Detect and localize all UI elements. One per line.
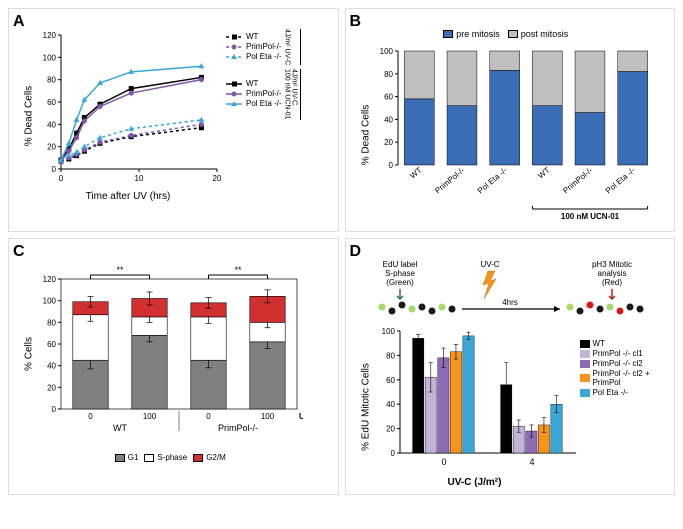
legend-item: PrimPol -/- cl2 bbox=[580, 359, 669, 368]
legend-item: PrimPol-/- bbox=[225, 89, 282, 98]
legend-item: Pol Eta -/- bbox=[580, 388, 669, 397]
svg-text:100: 100 bbox=[43, 297, 57, 306]
svg-text:40: 40 bbox=[386, 400, 395, 409]
panel-d-legend: WTPrimPol -/- cl1PrimPol -/- cl2PrimPol … bbox=[580, 339, 669, 488]
svg-text:**: ** bbox=[234, 265, 242, 275]
panel-a-ylabel: % Dead Cells bbox=[24, 85, 35, 146]
svg-text:80: 80 bbox=[47, 76, 56, 85]
panel-a-legend: WTPrimPol-/-Pol Eta -/-4J/m² UV-CWTPrimP… bbox=[225, 29, 301, 202]
svg-text:WT: WT bbox=[408, 166, 423, 181]
svg-text:0: 0 bbox=[59, 174, 64, 183]
legend-item: pre mitosis bbox=[443, 29, 500, 39]
legend-item: G1 bbox=[115, 453, 139, 462]
panel-b-label: B bbox=[350, 13, 362, 31]
svg-text:40: 40 bbox=[47, 362, 56, 371]
svg-text:20: 20 bbox=[386, 425, 395, 434]
svg-text:40: 40 bbox=[384, 115, 393, 124]
svg-text:S-phase: S-phase bbox=[385, 269, 415, 278]
svg-text:UCN-01 (nM): UCN-01 (nM) bbox=[299, 412, 303, 421]
svg-text:0: 0 bbox=[88, 412, 93, 421]
svg-text:10: 10 bbox=[135, 174, 144, 183]
panel-a-label: A bbox=[13, 13, 25, 31]
legend-item: Pol Eta -/- bbox=[225, 52, 282, 61]
svg-text:60: 60 bbox=[47, 340, 56, 349]
svg-text:60: 60 bbox=[384, 93, 393, 102]
panel-c: C % Cells 0 20 40 60 80 100 120 0 100 0 100 ** ** WT P… bbox=[8, 238, 339, 495]
svg-text:4hrs: 4hrs bbox=[502, 298, 518, 307]
svg-text:80: 80 bbox=[386, 351, 395, 360]
legend-item: WT bbox=[225, 79, 282, 88]
panel-d-schematic: EdU labelS-phase(Green) pH3 Mitoticanalys… bbox=[370, 259, 669, 321]
svg-text:100: 100 bbox=[43, 53, 57, 62]
svg-text:60: 60 bbox=[47, 98, 56, 107]
svg-text:**: ** bbox=[116, 265, 124, 275]
svg-text:100: 100 bbox=[381, 327, 395, 336]
svg-text:80: 80 bbox=[47, 318, 56, 327]
svg-text:WT: WT bbox=[113, 423, 127, 433]
svg-text:100: 100 bbox=[143, 412, 157, 421]
svg-text:EdU label: EdU label bbox=[382, 260, 417, 269]
panel-d-xlabel: UV-C (J/m²) bbox=[370, 477, 580, 488]
svg-text:PrimPol-/-: PrimPol-/- bbox=[433, 165, 466, 195]
svg-text:80: 80 bbox=[384, 70, 393, 79]
legend-item: PrimPol -/- cl2 + PrimPol bbox=[580, 369, 669, 387]
legend-item: PrimPol -/- cl1 bbox=[580, 349, 669, 358]
legend-item: S-phase bbox=[144, 453, 187, 462]
svg-text:100: 100 bbox=[261, 412, 275, 421]
svg-text:PrimPol-/-: PrimPol-/- bbox=[561, 165, 594, 195]
svg-text:120: 120 bbox=[43, 31, 57, 40]
panel-d-label: D bbox=[350, 243, 362, 261]
panel-c-label: C bbox=[13, 243, 25, 261]
svg-text:40: 40 bbox=[47, 120, 56, 129]
panel-b-legend: pre mitosis post mitosis bbox=[352, 29, 669, 41]
svg-text:60: 60 bbox=[386, 376, 395, 385]
svg-text:20: 20 bbox=[47, 383, 56, 392]
svg-text:20: 20 bbox=[47, 143, 56, 152]
svg-text:0: 0 bbox=[206, 412, 211, 421]
svg-text:Pol Eta -/-: Pol Eta -/- bbox=[475, 165, 508, 195]
panel-d-xlabel-text: UV-C (J/m²) bbox=[448, 477, 502, 488]
panel-b-chart: % Dead Cells 020406080100WTPrimPol-/-Pol… bbox=[370, 45, 660, 225]
legend-item: WT bbox=[225, 32, 282, 41]
panel-a: A % Dead Cells 0 20 40 60 80 100 120 0 10 20 Time… bbox=[8, 8, 339, 232]
panel-c-legend: G1 S-phase G2/M bbox=[15, 453, 332, 465]
svg-text:120: 120 bbox=[43, 275, 57, 284]
panel-b-ylabel: % Dead Cells bbox=[360, 105, 371, 166]
figure-grid: A % Dead Cells 02040608010012001020 Time… bbox=[8, 8, 675, 495]
svg-text:PrimPol-/-: PrimPol-/- bbox=[218, 423, 258, 433]
svg-text:20: 20 bbox=[213, 174, 222, 183]
legend-item: post mitosis bbox=[508, 29, 569, 39]
legend-item: G2/M bbox=[193, 453, 226, 462]
svg-text:WT: WT bbox=[536, 166, 551, 181]
legend-item: PrimPol-/- bbox=[225, 42, 282, 51]
panel-a-chart: % Dead Cells 02040608010012001020 Time a… bbox=[33, 29, 223, 202]
svg-text:(Green): (Green) bbox=[386, 278, 414, 287]
svg-text:analysis: analysis bbox=[597, 269, 626, 278]
panel-d-ylabel: % EdU Mitotic Cells bbox=[360, 363, 371, 451]
svg-text:0: 0 bbox=[52, 165, 57, 174]
panel-d-chart: % EdU Mitotic Cells 02040608010004 UV-C … bbox=[370, 325, 580, 488]
panel-d: D EdU labelS-phase(Green) pH3 Mitoticanal… bbox=[345, 238, 676, 495]
svg-text:UV-C: UV-C bbox=[480, 260, 499, 269]
panel-b: B pre mitosis post mitosis % Dead Cells 0… bbox=[345, 8, 676, 232]
svg-text:pH3 Mitotic: pH3 Mitotic bbox=[591, 260, 631, 269]
legend-item: WT bbox=[580, 339, 669, 348]
svg-text:0: 0 bbox=[52, 405, 57, 414]
legend-item: Pol Eta -/- bbox=[225, 99, 282, 108]
svg-text:0: 0 bbox=[441, 457, 446, 467]
svg-text:100: 100 bbox=[379, 47, 393, 56]
panel-c-ylabel: % Cells bbox=[24, 337, 35, 371]
svg-text:0: 0 bbox=[390, 449, 395, 458]
svg-text:Pol Eta -/-: Pol Eta -/- bbox=[603, 165, 636, 195]
svg-text:20: 20 bbox=[384, 138, 393, 147]
panel-a-xlabel: Time after UV (hrs) bbox=[33, 191, 223, 202]
svg-text:100 nM UCN-01: 100 nM UCN-01 bbox=[560, 212, 619, 221]
svg-text:0: 0 bbox=[388, 161, 393, 170]
svg-text:(Red): (Red) bbox=[601, 278, 621, 287]
svg-text:4: 4 bbox=[529, 457, 534, 467]
panel-c-chart: % Cells 02040608010012001000100****WTPri… bbox=[33, 259, 303, 449]
